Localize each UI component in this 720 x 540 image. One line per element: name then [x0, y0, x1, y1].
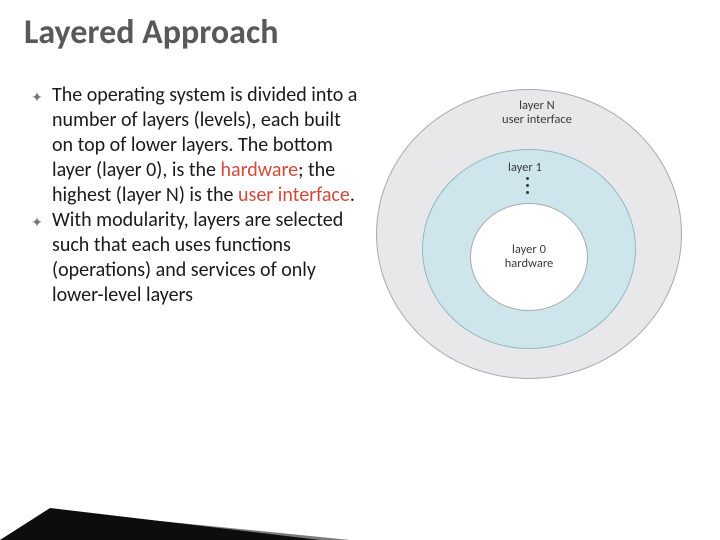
ellipsis-dots	[526, 177, 529, 194]
text-segment: .	[350, 183, 355, 207]
list-item: ✦ The operating system is divided into a…	[22, 83, 362, 208]
ring-inner: layer 0 hardware	[470, 203, 588, 311]
bullet-list: ✦ The operating system is divided into a…	[22, 83, 362, 379]
label-line: hardware	[505, 257, 554, 271]
bullet-marker: ✦	[22, 208, 52, 308]
bullet-text: The operating system is divided into a n…	[52, 83, 362, 208]
dot	[526, 184, 529, 187]
bullet-marker: ✦	[22, 83, 52, 208]
label-outer: layer N user interface	[502, 99, 572, 128]
decorative-wedge	[0, 504, 350, 540]
label-line: user interface	[502, 113, 572, 127]
content-area: ✦ The operating system is divided into a…	[0, 53, 720, 379]
label-line: layer N	[502, 99, 572, 113]
dot	[526, 177, 529, 180]
label-mid: layer 1	[508, 161, 542, 175]
bullet-text: With modularity, layers are selected suc…	[52, 208, 362, 308]
diagram-area: layer N user interface layer 1 layer 0 h…	[362, 83, 702, 379]
highlight-user-interface: user interface	[238, 183, 350, 207]
layered-rings-diagram: layer N user interface layer 1 layer 0 h…	[374, 89, 684, 379]
label-line: layer 0	[505, 243, 554, 257]
page-title: Layered Approach	[0, 0, 720, 53]
list-item: ✦ With modularity, layers are selected s…	[22, 208, 362, 308]
highlight-hardware: hardware	[221, 158, 299, 182]
label-inner: layer 0 hardware	[505, 243, 554, 272]
dot	[526, 191, 529, 194]
